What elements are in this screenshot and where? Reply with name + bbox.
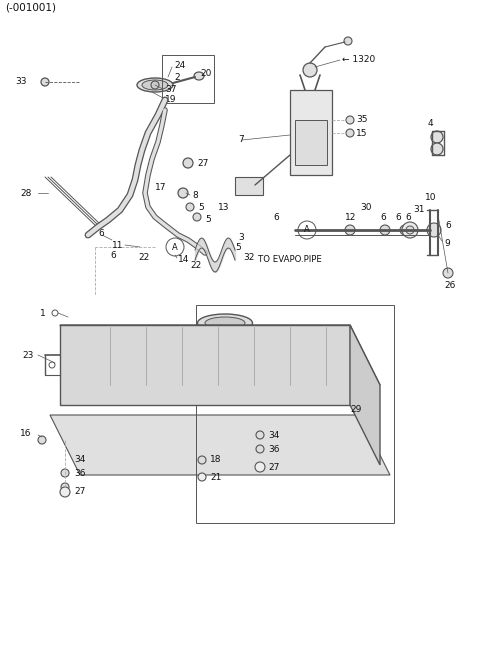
Ellipse shape xyxy=(137,78,173,92)
Text: 14: 14 xyxy=(178,255,190,265)
Text: 28: 28 xyxy=(20,189,31,198)
Circle shape xyxy=(198,473,206,481)
Text: A: A xyxy=(172,242,178,252)
Text: 16: 16 xyxy=(20,428,32,438)
Text: 33: 33 xyxy=(15,77,26,86)
Text: 29: 29 xyxy=(350,405,361,415)
Polygon shape xyxy=(350,325,380,465)
Circle shape xyxy=(345,225,355,235)
Circle shape xyxy=(400,225,410,235)
Text: 10: 10 xyxy=(425,193,436,202)
Ellipse shape xyxy=(205,317,245,329)
Ellipse shape xyxy=(194,72,204,80)
Circle shape xyxy=(198,456,206,464)
Circle shape xyxy=(61,483,69,491)
Text: 35: 35 xyxy=(356,115,368,124)
Ellipse shape xyxy=(197,314,252,332)
Text: 30: 30 xyxy=(360,202,372,212)
Text: 2: 2 xyxy=(174,73,180,81)
Text: 11: 11 xyxy=(112,240,123,250)
Text: 27: 27 xyxy=(74,487,85,496)
Text: 20: 20 xyxy=(200,69,211,77)
Bar xyxy=(295,120,327,165)
Circle shape xyxy=(346,129,354,137)
Text: 6: 6 xyxy=(405,212,411,221)
Text: 36: 36 xyxy=(268,445,279,453)
Text: 24: 24 xyxy=(174,60,185,69)
Bar xyxy=(290,90,332,175)
Bar xyxy=(196,305,394,523)
Circle shape xyxy=(256,445,264,453)
Text: 23: 23 xyxy=(22,350,34,360)
Ellipse shape xyxy=(142,80,168,90)
Polygon shape xyxy=(50,415,390,475)
Text: TO EVAPO.PIPE: TO EVAPO.PIPE xyxy=(258,255,322,263)
Polygon shape xyxy=(60,325,350,405)
Text: 4: 4 xyxy=(428,119,433,128)
Text: 27: 27 xyxy=(197,159,208,168)
Text: 34: 34 xyxy=(268,430,279,440)
Circle shape xyxy=(443,268,453,278)
Text: 5: 5 xyxy=(198,202,204,212)
Circle shape xyxy=(402,222,418,238)
Text: 5: 5 xyxy=(205,214,211,223)
Circle shape xyxy=(344,37,352,45)
Circle shape xyxy=(380,225,390,235)
Text: 15: 15 xyxy=(356,128,368,138)
Text: 12: 12 xyxy=(345,212,356,221)
Text: ← 1320: ← 1320 xyxy=(342,56,375,64)
Text: 21: 21 xyxy=(210,472,221,481)
Circle shape xyxy=(303,63,317,77)
Circle shape xyxy=(427,223,441,237)
Text: 22: 22 xyxy=(138,252,149,261)
Bar xyxy=(162,55,214,103)
Circle shape xyxy=(60,487,70,497)
Circle shape xyxy=(256,431,264,439)
Text: 3: 3 xyxy=(238,233,244,242)
Polygon shape xyxy=(60,325,380,385)
Text: 27: 27 xyxy=(268,462,279,472)
Text: 22: 22 xyxy=(190,261,201,269)
Text: 6: 6 xyxy=(98,229,104,238)
Circle shape xyxy=(431,131,443,143)
Text: 5: 5 xyxy=(235,242,241,252)
Circle shape xyxy=(41,78,49,86)
Circle shape xyxy=(61,469,69,477)
Text: 9: 9 xyxy=(444,238,450,248)
Bar xyxy=(235,177,263,195)
Text: 26: 26 xyxy=(444,280,456,290)
Text: 17: 17 xyxy=(155,183,167,191)
Text: 1: 1 xyxy=(40,309,46,318)
Circle shape xyxy=(193,213,201,221)
Text: 7: 7 xyxy=(238,136,244,145)
Text: 31: 31 xyxy=(413,206,424,214)
Circle shape xyxy=(406,226,414,234)
Text: (-001001): (-001001) xyxy=(5,2,56,12)
Text: 6: 6 xyxy=(273,212,279,221)
Circle shape xyxy=(255,462,265,472)
Text: A: A xyxy=(304,225,310,234)
Text: 6: 6 xyxy=(380,212,386,221)
Text: 13: 13 xyxy=(218,202,229,212)
Circle shape xyxy=(151,81,159,89)
Circle shape xyxy=(431,143,443,155)
Text: 6: 6 xyxy=(395,212,401,221)
Circle shape xyxy=(178,188,188,198)
Text: 6: 6 xyxy=(445,221,451,229)
Text: 37: 37 xyxy=(165,84,177,94)
Circle shape xyxy=(38,436,46,444)
Circle shape xyxy=(186,203,194,211)
Circle shape xyxy=(183,158,193,168)
Text: 36: 36 xyxy=(74,468,85,477)
Text: 19: 19 xyxy=(165,96,177,105)
Text: 34: 34 xyxy=(74,455,85,464)
Text: 32: 32 xyxy=(243,252,254,261)
Circle shape xyxy=(346,116,354,124)
Text: 6: 6 xyxy=(110,250,116,259)
Text: 18: 18 xyxy=(210,455,221,464)
Text: 8: 8 xyxy=(192,191,198,200)
